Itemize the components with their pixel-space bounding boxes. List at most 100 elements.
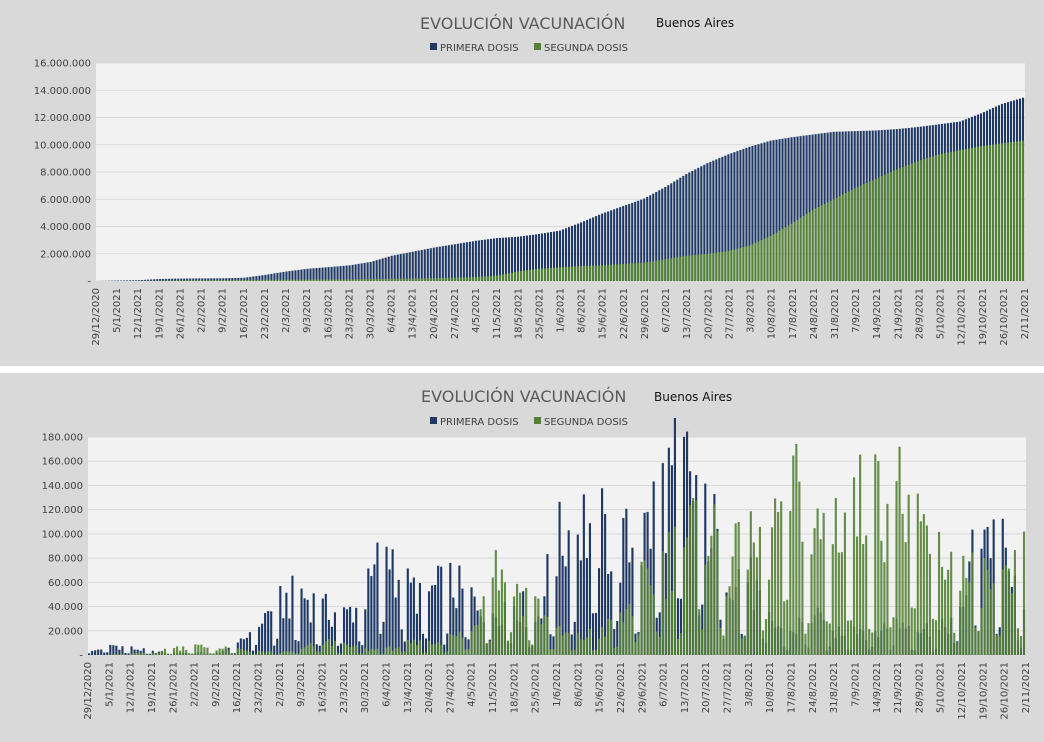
x-tick-label: 2/11/2021 bbox=[1021, 662, 1032, 713]
x-tick-label: 31/8/2021 bbox=[830, 288, 841, 339]
bar-segunda-dosis bbox=[525, 587, 528, 655]
bar-primera-dosis bbox=[136, 649, 139, 655]
bar-primera-dosis bbox=[540, 233, 544, 281]
bar-segunda-dosis bbox=[288, 651, 291, 655]
bar-primera-dosis bbox=[784, 138, 787, 281]
bar-segunda-dosis bbox=[944, 579, 947, 655]
bar-segunda-dosis bbox=[456, 277, 459, 281]
bar-segunda-dosis bbox=[1021, 140, 1025, 281]
x-tick-label: 29/6/2021 bbox=[640, 288, 651, 339]
bar-segunda-dosis bbox=[246, 279, 249, 281]
bar-primera-dosis bbox=[273, 645, 276, 655]
bar-segunda-dosis bbox=[628, 603, 631, 655]
bar-segunda-dosis bbox=[772, 234, 775, 281]
bar-primera-dosis bbox=[619, 207, 622, 281]
bar-primera-dosis bbox=[597, 568, 601, 655]
bar-segunda-dosis bbox=[336, 279, 339, 281]
bar-primera-dosis bbox=[555, 576, 558, 655]
bar-segunda-dosis bbox=[571, 266, 574, 281]
bar-segunda-dosis bbox=[980, 608, 983, 655]
bar-segunda-dosis bbox=[303, 647, 306, 655]
x-axis-ticks: 29/12/2020 5/1/2021 12/1/2021 19/1/2021 26/1… bbox=[83, 662, 1032, 720]
bar-primera-dosis bbox=[354, 264, 357, 281]
bar-segunda-dosis bbox=[458, 631, 461, 655]
bar-segunda-dosis bbox=[734, 523, 737, 655]
bar-segunda-dosis bbox=[474, 276, 477, 281]
bar-segunda-dosis bbox=[889, 627, 892, 655]
bar-primera-dosis bbox=[712, 160, 715, 281]
bar-segunda-dosis bbox=[853, 188, 856, 281]
bar-primera-dosis bbox=[352, 622, 355, 655]
bar-primera-dosis bbox=[363, 262, 366, 281]
bar-primera-dosis bbox=[440, 566, 443, 655]
bar-segunda-dosis bbox=[838, 196, 841, 281]
bar-segunda-dosis bbox=[673, 526, 676, 655]
bar-segunda-dosis bbox=[552, 267, 556, 281]
bar-segunda-dosis bbox=[804, 633, 807, 655]
x-tick-label: 12/10/2021 bbox=[957, 288, 968, 346]
bar-primera-dosis bbox=[342, 265, 345, 281]
x-tick-label: 30/3/2021 bbox=[360, 662, 371, 713]
bar-segunda-dosis bbox=[703, 254, 706, 281]
bar-segunda-dosis bbox=[182, 646, 185, 655]
bar-primera-dosis bbox=[210, 278, 213, 281]
bar-segunda-dosis bbox=[402, 278, 405, 281]
bar-primera-dosis bbox=[201, 278, 204, 281]
bar-primera-dosis bbox=[594, 612, 598, 655]
x-tick-label: 15/6/2021 bbox=[598, 288, 609, 339]
bar-segunda-dosis bbox=[943, 153, 946, 281]
x-tick-label: 1/6/2021 bbox=[552, 662, 563, 707]
bar-segunda-dosis bbox=[112, 654, 115, 655]
bar-segunda-dosis bbox=[983, 557, 986, 655]
bar-primera-dosis bbox=[360, 263, 363, 281]
bar-primera-dosis bbox=[118, 649, 121, 655]
x-tick-label: 29/6/2021 bbox=[637, 662, 648, 713]
bar-segunda-dosis bbox=[222, 280, 225, 281]
bar-primera-dosis bbox=[126, 280, 129, 281]
bar-segunda-dosis bbox=[588, 628, 591, 655]
x-tick-label: 9/2/2021 bbox=[218, 288, 229, 333]
bar-segunda-dosis bbox=[321, 279, 324, 281]
bar-segunda-dosis bbox=[643, 560, 646, 655]
bar-segunda-dosis bbox=[255, 279, 258, 281]
bar-primera-dosis bbox=[461, 588, 464, 655]
bar-primera-dosis bbox=[372, 261, 375, 281]
bar-segunda-dosis bbox=[801, 541, 804, 655]
bar-primera-dosis bbox=[349, 606, 352, 655]
bar-segunda-dosis bbox=[758, 526, 761, 655]
x-tick-label: 14/9/2021 bbox=[872, 288, 883, 339]
bar-segunda-dosis bbox=[1019, 636, 1023, 655]
bar-segunda-dosis bbox=[583, 265, 586, 281]
bar-primera-dosis bbox=[498, 237, 501, 281]
bar-primera-dosis bbox=[242, 639, 245, 655]
bar-segunda-dosis bbox=[537, 268, 541, 281]
bar-primera-dosis bbox=[106, 652, 109, 655]
bar-primera-dosis bbox=[248, 632, 252, 655]
bar-segunda-dosis bbox=[136, 653, 139, 655]
bar-segunda-dosis bbox=[820, 205, 823, 281]
bar-segunda-dosis bbox=[998, 635, 1001, 655]
bar-primera-dosis bbox=[622, 517, 625, 655]
bar-segunda-dosis bbox=[291, 651, 294, 655]
bar-segunda-dosis bbox=[186, 280, 189, 281]
bar-segunda-dosis bbox=[676, 638, 680, 655]
bar-segunda-dosis bbox=[285, 279, 288, 281]
bar-segunda-dosis bbox=[361, 653, 364, 655]
bar-segunda-dosis bbox=[752, 542, 755, 655]
bar-primera-dosis bbox=[455, 608, 458, 655]
bar-segunda-dosis bbox=[871, 632, 874, 655]
bar-segunda-dosis bbox=[273, 654, 276, 655]
bar-segunda-dosis bbox=[757, 241, 760, 281]
bar-segunda-dosis bbox=[491, 577, 494, 655]
bar-segunda-dosis bbox=[825, 621, 828, 655]
bar-segunda-dosis bbox=[658, 636, 661, 655]
bar-segunda-dosis bbox=[686, 537, 689, 655]
bar-segunda-dosis bbox=[382, 653, 385, 655]
x-tick-label: 2/2/2021 bbox=[197, 288, 208, 333]
bar-segunda-dosis bbox=[449, 634, 452, 655]
bar-segunda-dosis bbox=[997, 143, 1001, 281]
bar-segunda-dosis bbox=[740, 638, 743, 655]
bar-primera-dosis bbox=[409, 582, 412, 655]
bar-segunda-dosis bbox=[780, 501, 783, 655]
bar-primera-dosis bbox=[613, 209, 616, 281]
